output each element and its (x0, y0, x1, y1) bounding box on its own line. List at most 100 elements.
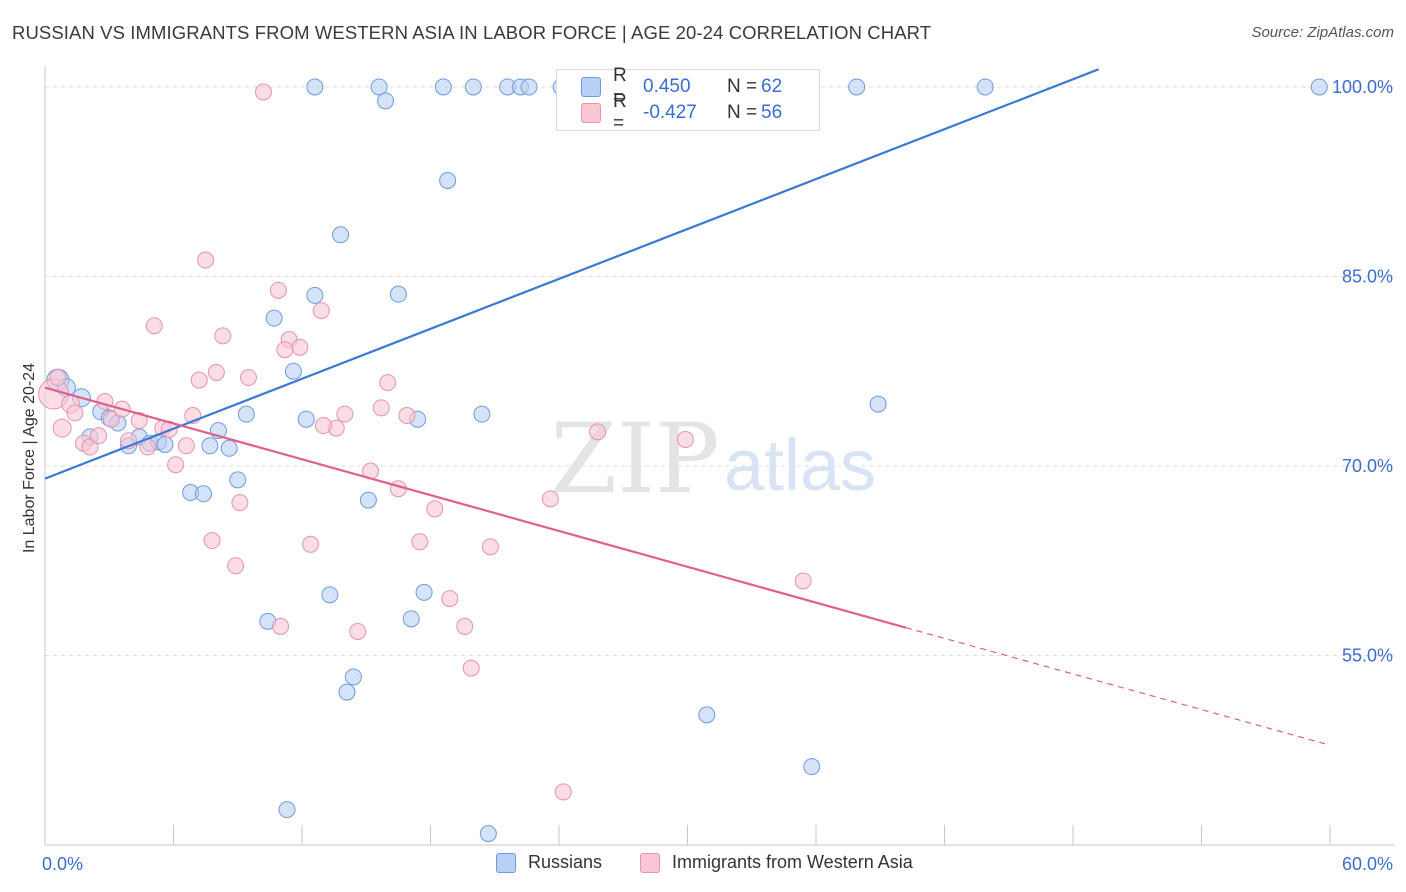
point-immigrants (239, 369, 257, 387)
point-immigrants (66, 404, 84, 422)
point-russians (370, 78, 388, 96)
legend-r-value-russians: 0.450 (643, 76, 691, 97)
point-immigrants (441, 590, 459, 608)
point-russians (265, 309, 283, 327)
legend-swatch-immigrants (581, 103, 601, 123)
point-immigrants (203, 532, 221, 550)
point-immigrants (197, 251, 215, 269)
watermark-atlas: atlas (724, 426, 876, 506)
point-immigrants (227, 557, 245, 575)
point-russians (220, 439, 238, 457)
point-russians (332, 226, 350, 244)
point-russians (156, 435, 174, 453)
point-russians (194, 485, 212, 503)
point-russians (344, 668, 362, 686)
point-russians (848, 78, 866, 96)
legend-n-value-russians: 62 (761, 76, 783, 97)
point-russians (976, 78, 994, 96)
point-immigrants (349, 622, 367, 640)
point-russians (698, 706, 716, 724)
point-immigrants (481, 538, 499, 556)
point-russians (415, 583, 433, 601)
point-russians (464, 78, 482, 96)
point-russians (402, 610, 420, 628)
point-immigrants (426, 500, 444, 518)
point-immigrants (794, 572, 812, 590)
point-russians (284, 362, 302, 380)
point-immigrants (214, 327, 232, 345)
series-swatch-immigrants (640, 852, 660, 873)
point-immigrants (269, 281, 287, 299)
point-immigrants (90, 427, 108, 445)
point-immigrants (96, 393, 114, 411)
point-immigrants (190, 371, 208, 389)
point-immigrants (52, 418, 72, 438)
point-immigrants (314, 417, 332, 435)
series-legend-russians[interactable]: Russians (496, 852, 602, 873)
correlation-legend: R = 0.450 N = 62 R = -0.427 N = 56 (556, 65, 820, 134)
point-russians (389, 285, 407, 303)
point-russians (377, 92, 395, 110)
point-russians (321, 586, 339, 604)
y-tick-label: 55.0% (1342, 645, 1393, 665)
series-legend-immigrants[interactable]: Immigrants from Western Asia (640, 852, 913, 873)
point-russians (869, 395, 887, 413)
point-immigrants (372, 399, 390, 417)
point-immigrants (231, 494, 249, 512)
point-russians (237, 405, 255, 423)
watermark: ZIP atlas (550, 403, 876, 515)
point-immigrants (411, 533, 429, 551)
y-axis-label: In Labor Force | Age 20-24 (21, 362, 38, 554)
point-immigrants (145, 317, 163, 335)
point-immigrants (462, 659, 480, 677)
point-immigrants (456, 617, 474, 635)
point-immigrants (102, 410, 120, 428)
x-tick-label: 60.0% (1342, 854, 1393, 874)
point-russians (359, 491, 377, 509)
series-legend: Russians Immigrants from Western Asia (0, 852, 1406, 876)
point-immigrants (589, 423, 607, 441)
point-russians (278, 801, 296, 819)
point-russians (229, 471, 247, 489)
source-label: Source: ZipAtlas.com (1251, 24, 1394, 41)
x-tick-label: 0.0% (42, 854, 83, 874)
legend-n-label: N = (727, 76, 758, 97)
chart-title: RUSSIAN VS IMMIGRANTS FROM WESTERN ASIA … (12, 22, 932, 43)
legend-r-label: R = (613, 91, 627, 134)
point-russians (479, 825, 497, 843)
legend-n-value-immigrants: 56 (761, 102, 783, 123)
point-russians (201, 437, 219, 455)
point-immigrants (676, 430, 694, 448)
point-immigrants (130, 411, 148, 429)
point-immigrants (167, 456, 185, 474)
point-immigrants (81, 438, 99, 456)
series-swatch-russians (496, 852, 516, 873)
y-tick-label: 85.0% (1342, 266, 1393, 286)
point-immigrants (302, 535, 320, 553)
trend-line-immigrants (44, 386, 907, 629)
point-immigrants (272, 617, 290, 635)
point-russians (439, 171, 457, 189)
point-russians (803, 758, 821, 776)
point-immigrants (554, 783, 572, 801)
series-label-russians: Russians (528, 852, 603, 872)
point-russians (306, 78, 324, 96)
legend-n-label: N = (727, 102, 758, 123)
series-label-immigrants: Immigrants from Western Asia (672, 852, 913, 872)
point-russians (520, 78, 538, 96)
y-tick-label: 100.0% (1332, 77, 1393, 97)
point-immigrants (291, 338, 309, 356)
point-russians (434, 78, 452, 96)
watermark-zip: ZIP (550, 403, 719, 515)
legend-r-value-immigrants: -0.427 (643, 102, 697, 123)
point-immigrants (541, 490, 559, 508)
point-immigrants (177, 437, 195, 455)
point-immigrants (398, 406, 416, 424)
point-immigrants (276, 341, 294, 359)
trend-line-immigrants-extension (905, 627, 1331, 746)
point-immigrants (336, 405, 354, 423)
point-russians (338, 683, 356, 701)
y-tick-label: 70.0% (1342, 456, 1393, 476)
point-immigrants (312, 302, 330, 320)
